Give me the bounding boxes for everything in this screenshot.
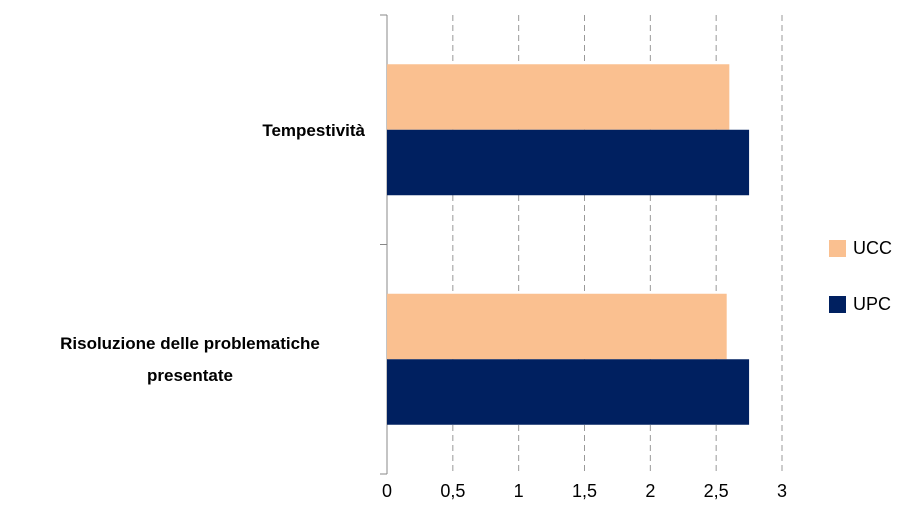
legend-swatch <box>829 296 846 313</box>
bar <box>387 293 727 360</box>
x-tick-label: 3 <box>777 481 787 501</box>
x-tick-label: 2,5 <box>704 481 729 501</box>
x-tick-label: 1 <box>514 481 524 501</box>
x-tick-label: 0 <box>382 481 392 501</box>
bar <box>387 359 750 425</box>
bar <box>387 64 730 130</box>
legend-swatch <box>829 240 846 257</box>
bar <box>387 129 750 196</box>
y-tick-label: Risoluzione delle problematiche presenta… <box>60 334 320 386</box>
x-tick-label: 0,5 <box>440 481 465 501</box>
y-tick-label: Tempestività <box>262 120 365 140</box>
legend-label: UCC <box>853 238 892 258</box>
category-label-box: Risoluzione delle problematiche presenta… <box>0 328 365 392</box>
legend-label: UPC <box>853 294 891 314</box>
x-tick-label: 1,5 <box>572 481 597 501</box>
category-label-box: Tempestività <box>0 115 365 147</box>
x-tick-label: 2 <box>645 481 655 501</box>
